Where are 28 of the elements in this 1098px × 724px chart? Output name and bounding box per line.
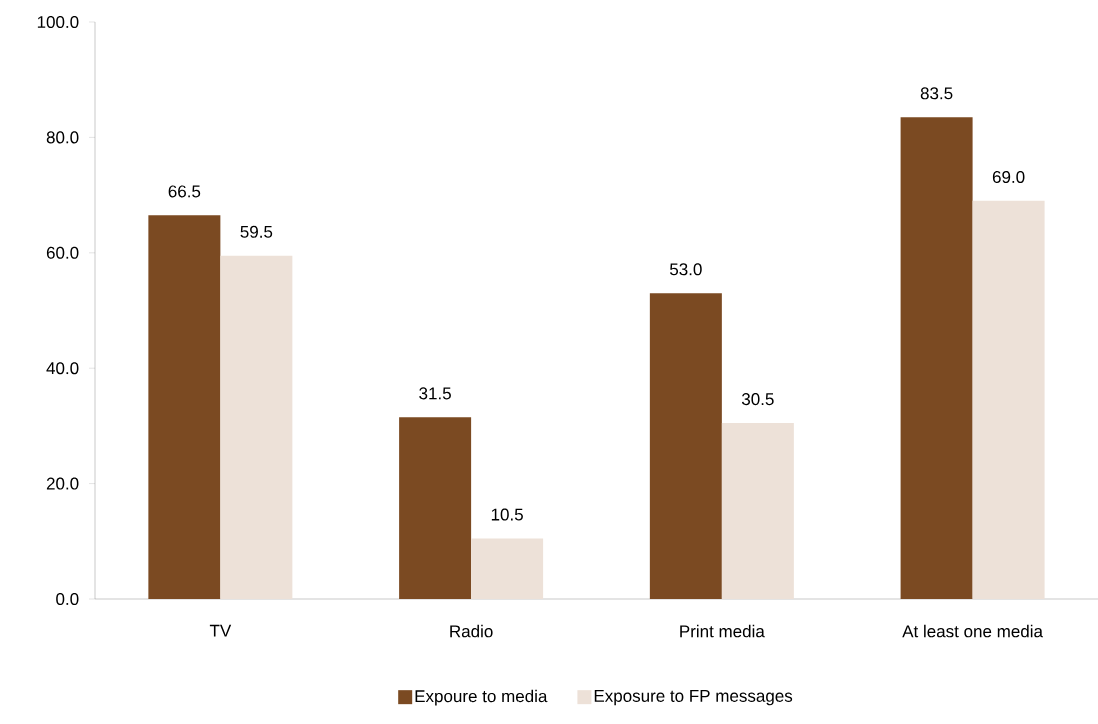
data-label: 10.5 <box>491 508 523 521</box>
data-label: 53.0 <box>670 263 702 276</box>
x-tick-label: Radio <box>450 624 493 638</box>
x-tick-label: At least one media <box>902 624 1043 638</box>
x-tick-label: Print media <box>680 624 765 638</box>
y-tick-label: 80.0 <box>46 131 79 144</box>
data-label: 66.5 <box>168 185 201 198</box>
data-label: 83.5 <box>920 87 953 100</box>
y-tick-label: 40.0 <box>46 362 79 375</box>
bar <box>399 417 472 599</box>
data-label: 31.5 <box>419 387 451 400</box>
legend-label: Exposure to FP messages <box>594 690 793 706</box>
bar <box>900 117 973 599</box>
data-label: 59.5 <box>240 225 273 238</box>
bar <box>721 423 794 599</box>
bar <box>148 215 221 599</box>
data-label: 30.5 <box>741 393 774 406</box>
bar <box>220 255 293 599</box>
y-tick-label: 20.0 <box>46 477 79 490</box>
x-tick-label: TV <box>209 624 232 637</box>
legend-label: Expoure to media <box>415 689 548 706</box>
bar <box>471 538 544 599</box>
y-tick-label: 60.0 <box>46 246 79 259</box>
bar <box>972 200 1045 599</box>
y-tick-label: 100.0 <box>37 15 79 29</box>
data-label: 69.0 <box>992 170 1025 184</box>
y-tick-label: 0.0 <box>56 592 79 606</box>
bar <box>649 293 722 599</box>
